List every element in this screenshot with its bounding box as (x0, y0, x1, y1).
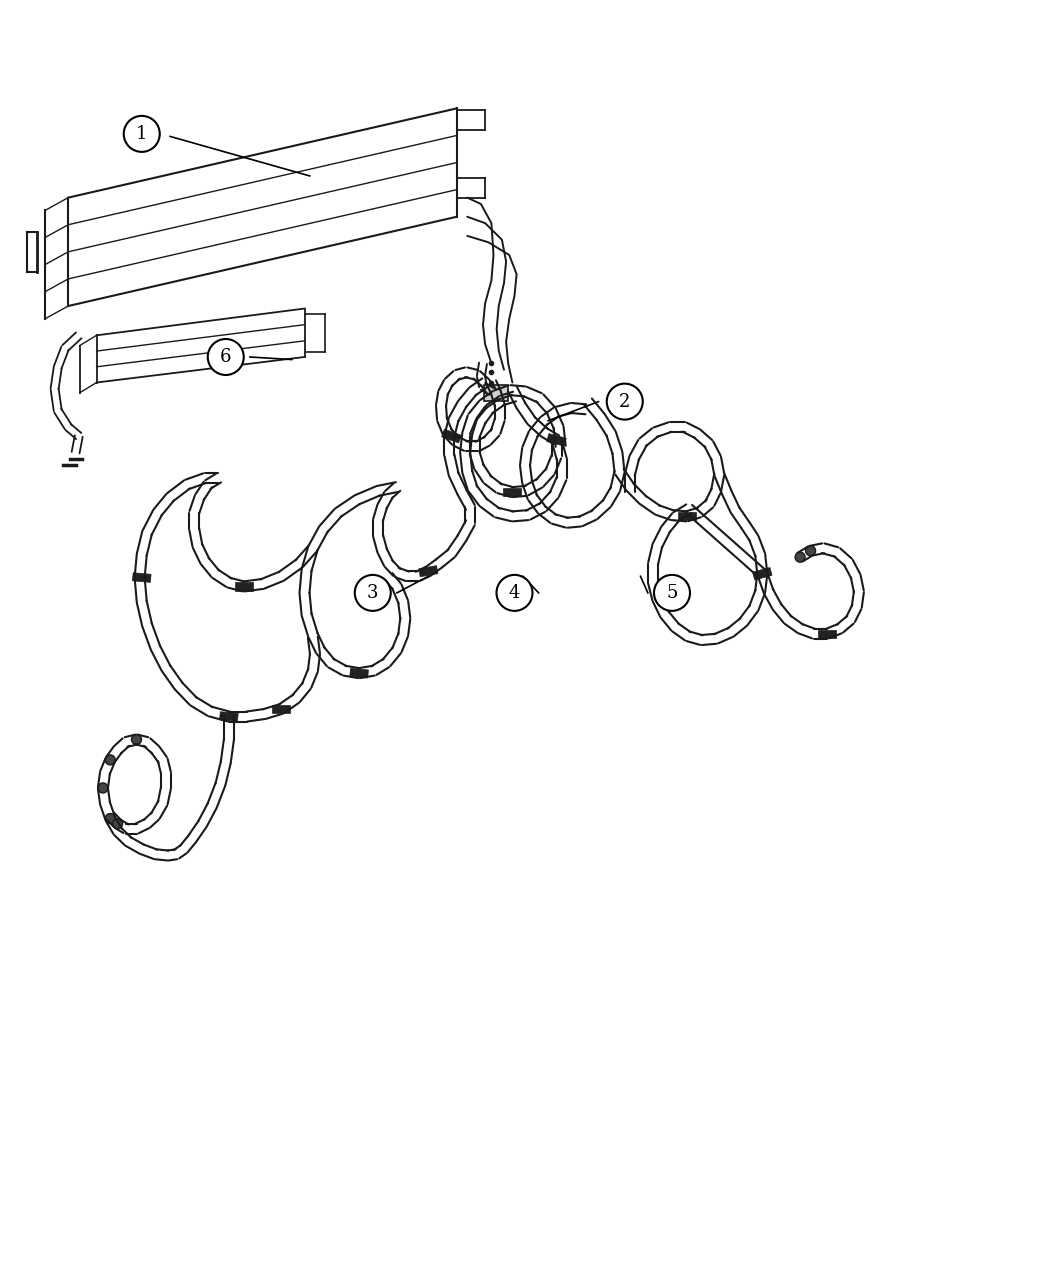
Circle shape (131, 734, 142, 745)
Polygon shape (753, 567, 772, 580)
Polygon shape (234, 583, 253, 590)
Circle shape (654, 575, 690, 611)
Circle shape (112, 819, 123, 829)
Circle shape (497, 575, 532, 611)
Circle shape (124, 116, 160, 152)
Polygon shape (503, 488, 522, 496)
Circle shape (795, 552, 805, 562)
Polygon shape (442, 430, 461, 442)
Circle shape (607, 384, 643, 419)
Text: 6: 6 (220, 348, 231, 366)
Circle shape (208, 339, 244, 375)
Circle shape (355, 575, 391, 611)
Polygon shape (547, 434, 566, 446)
Circle shape (98, 783, 108, 793)
Text: 2: 2 (620, 393, 630, 411)
Circle shape (105, 755, 116, 765)
Bar (484, 385, 507, 400)
Text: 3: 3 (368, 584, 378, 602)
Polygon shape (818, 630, 837, 638)
Polygon shape (677, 513, 696, 520)
Polygon shape (272, 705, 291, 713)
Polygon shape (350, 668, 369, 678)
Polygon shape (219, 711, 238, 722)
Text: 5: 5 (667, 584, 677, 602)
Text: 1: 1 (136, 125, 147, 143)
Text: 4: 4 (509, 584, 520, 602)
Circle shape (105, 813, 116, 824)
Circle shape (805, 546, 816, 556)
Polygon shape (132, 572, 151, 583)
Polygon shape (419, 566, 438, 576)
